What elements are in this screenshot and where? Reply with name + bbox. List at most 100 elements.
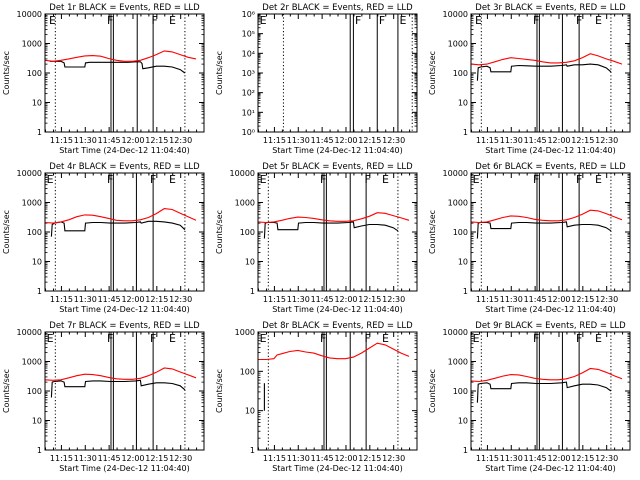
flag-label: F [365,173,371,186]
x-tick-label: 12:30 [595,136,618,145]
y-tick-label: 10 [32,99,42,108]
chart-title: Det 4r BLACK = Events, RED = LLD [49,162,200,172]
chart-panel: Det 8r BLACK = Events, RED = LLD Counts/s… [215,321,418,473]
chart-panel: Det 5r BLACK = Events, RED = LLD Counts/s… [215,162,418,314]
y-tick-label: 10000 [17,10,42,19]
x-axis-label: Start Time (24-Dec-12 11:04:40) [485,146,616,155]
y-tick-label: 1 [250,446,255,455]
chart-panel: Det 6r BLACK = Events, RED = LLD Counts/s… [428,162,631,314]
chart-title: Det 1r BLACK = Events, RED = LLD [49,3,200,13]
events-series-line [50,220,186,237]
lld-series-line [471,53,623,66]
chart-title: Det 7r BLACK = Events, RED = LLD [49,321,200,331]
y-tick-label: 10 [458,99,468,108]
flag-label: F [365,332,371,345]
x-tick-label: 11:15 [263,136,286,145]
x-tick-label: 12:15 [571,295,594,304]
chart-panel: Det 9r BLACK = Events, RED = LLD Counts/s… [428,321,631,473]
flag-label: E [382,332,389,345]
y-tick-label: 10000 [17,328,42,337]
lld-series-line [45,367,197,381]
y-axis-label: Counts/sec [428,369,437,413]
flag-label: F [107,14,113,27]
x-axis-label: Start Time (24-Dec-12 11:04:40) [59,464,190,473]
plot-frame [44,331,205,451]
chart-title: Det 5r BLACK = Events, RED = LLD [262,162,413,172]
flag-label: E [47,173,54,186]
y-tick-label: 100 [240,228,255,237]
flag-label: E [473,332,480,345]
flag-label: E [169,173,176,186]
plot-frame [44,172,205,292]
flag-label: E [47,332,54,345]
flag-label: E [260,173,267,186]
y-tick-label: 10 [245,407,255,416]
flag-label: F [533,332,539,345]
x-tick-label: 11:15 [263,295,286,304]
x-tick-label: 12:30 [382,295,405,304]
events-series-line [49,60,186,74]
x-tick-label: 12:00 [334,295,357,304]
x-tick-label: 11:15 [476,295,499,304]
x-tick-label: 12:00 [547,136,570,145]
x-tick-label: 12:15 [358,454,381,463]
events-series-line [50,379,186,398]
chart-title: Det 8r BLACK = Events, RED = LLD [262,321,413,331]
x-axis-label: Start Time (24-Dec-12 11:04:40) [272,464,403,473]
events-series-line [476,381,612,403]
flag-label: F [107,332,113,345]
flag-label: F [320,173,326,186]
plot-frame [257,331,418,451]
y-axis-label: Counts/sec [215,210,224,254]
x-tick-label: 11:30 [74,136,97,145]
plot-area [471,14,623,132]
y-tick-label: 1000 [235,199,255,208]
x-tick-label: 11:15 [476,136,499,145]
chart-title: Det 6r BLACK = Events, RED = LLD [475,162,626,172]
plot-area [471,332,623,450]
x-tick-label: 12:30 [382,454,405,463]
y-tick-label: 100 [27,387,42,396]
flag-label: F [150,332,156,345]
flag-label: F [576,14,582,27]
y-axis-label: Counts/sec [428,51,437,95]
y-tick-label: 10⁴ [242,49,255,58]
y-tick-label: 10000 [17,169,42,178]
flag-label: E [382,173,389,186]
flag-label: E [595,14,602,27]
chart-title: Det 9r BLACK = Events, RED = LLD [475,321,626,331]
flag-label: F [533,14,539,27]
x-tick-label: 12:00 [334,136,357,145]
x-tick-label: 11:15 [50,295,73,304]
x-tick-label: 12:30 [169,136,192,145]
lld-series-line [471,367,623,383]
flag-label: F [576,173,582,186]
x-tick-label: 12:15 [358,295,381,304]
y-tick-label: 10000 [443,169,468,178]
y-tick-label: 1 [37,287,42,296]
x-tick-label: 11:45 [524,136,547,145]
y-tick-label: 1000 [22,358,42,367]
y-tick-label: 10⁵ [242,30,255,39]
y-tick-label: 10⁶ [242,10,255,19]
flag-label: E [595,173,602,186]
y-tick-label: 1000 [22,40,42,49]
x-tick-label: 11:45 [524,454,547,463]
x-tick-label: 11:15 [50,136,73,145]
y-tick-label: 1 [37,446,42,455]
y-tick-label: 1000 [448,40,468,49]
y-tick-label: 10¹ [242,108,255,117]
y-tick-label: 100 [453,228,468,237]
chart-panel: Det 2r BLACK = Events, RED = LLD Counts/s… [215,3,418,155]
y-tick-label: 10 [32,417,42,426]
x-tick-label: 12:15 [571,136,594,145]
x-tick-label: 12:15 [145,454,168,463]
y-tick-label: 1 [37,128,42,137]
x-tick-label: 12:00 [547,295,570,304]
lld-series-line [45,50,197,62]
y-tick-label: 1000 [22,199,42,208]
plot-frame [470,172,631,292]
y-tick-label: 1 [463,287,468,296]
chart-panel: Det 7r BLACK = Events, RED = LLD Counts/s… [2,321,205,473]
